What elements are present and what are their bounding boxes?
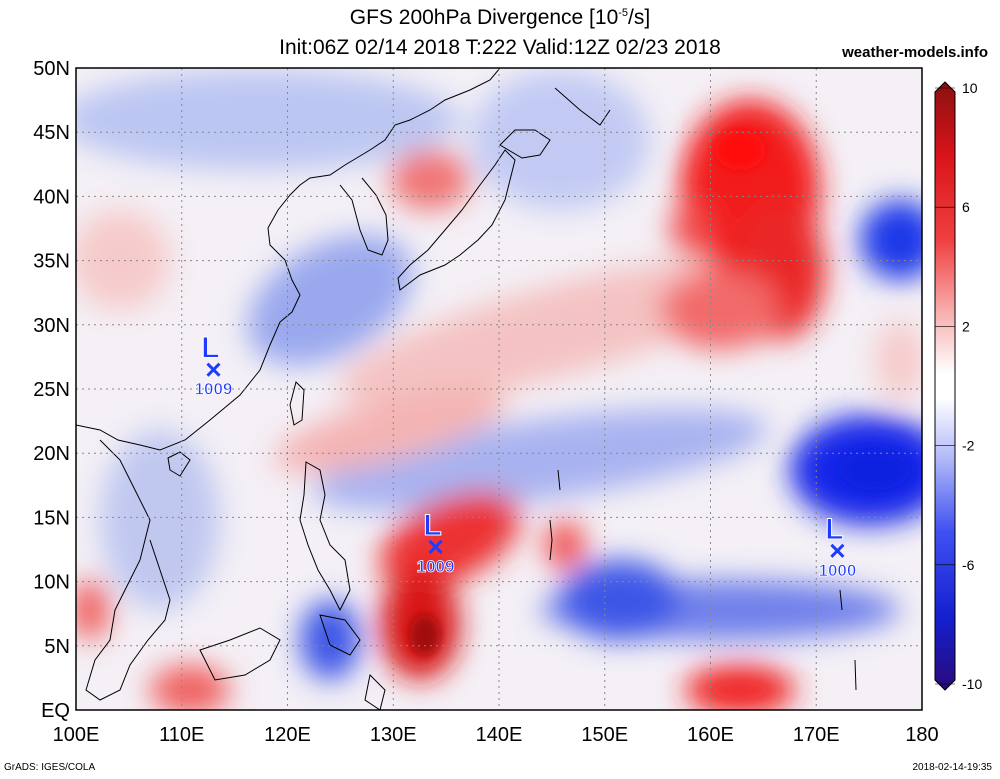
low-pressure-value: 1009 xyxy=(195,380,233,399)
lat-tick-label: EQ xyxy=(41,700,70,722)
title-exponent: -5 xyxy=(618,7,629,19)
lat-tick-label: 45N xyxy=(33,122,70,144)
colorbar: 10 6 2 -2 -6 -10 xyxy=(934,80,982,692)
chart-subtitle: Init:06Z 02/14 2018 T:222 Valid:12Z 02/2… xyxy=(279,36,721,59)
title-suffix: /s] xyxy=(628,6,651,29)
colorbar-labels: 10 6 2 -2 -6 -10 xyxy=(935,80,982,692)
low-symbol: L xyxy=(201,332,219,365)
colorbar-label: -6 xyxy=(962,557,975,573)
lon-tick-label: 140E xyxy=(476,724,523,746)
chart-title: GFS 200hPa Divergence [10-5/s] xyxy=(0,6,1000,30)
lat-tick-label: 30N xyxy=(33,315,70,337)
lon-tick-label: 110E xyxy=(159,724,204,746)
footer-credit: GrADS: IGES/COLA xyxy=(4,762,96,773)
lon-tick-label: 100E xyxy=(53,724,100,746)
lat-tick-label: 20N xyxy=(33,443,70,465)
map-frame xyxy=(75,67,923,711)
colorbar-label: -2 xyxy=(962,438,975,454)
lon-tick-label: 170E xyxy=(793,724,840,746)
low-pressure-value: 1000 xyxy=(818,561,856,580)
lat-tick-label: 5N xyxy=(44,636,70,658)
lat-tick-label: 40N xyxy=(33,186,70,208)
lon-tick-label: 150E xyxy=(581,724,628,746)
low-pressure-markers: L 1009 L 1009 L 1000 xyxy=(194,331,857,580)
lat-tick-label: 50N xyxy=(33,58,70,80)
lon-tick-label: 180 xyxy=(905,724,938,746)
colorbar-bar xyxy=(934,81,956,691)
low-pressure-value: 1009 xyxy=(417,557,455,576)
lat-tick-label: 10N xyxy=(33,572,70,594)
low-symbol: L xyxy=(423,509,441,542)
low-center-x xyxy=(428,539,443,554)
brand-label: weather-models.info xyxy=(842,44,988,61)
footer-timestamp: 2018-02-14-19:35 xyxy=(912,762,992,773)
graticule xyxy=(76,68,922,710)
colorbar-label: 6 xyxy=(962,199,970,215)
colorbar-label: 10 xyxy=(962,80,978,96)
low-marker: L 1009 xyxy=(194,331,233,399)
lat-tick-label: 25N xyxy=(33,379,70,401)
low-marker: L 1009 xyxy=(416,508,455,576)
colorbar-label: -10 xyxy=(962,676,982,692)
axis-tick-labels: 100E 110E 120E 130E 140E 150E 160E 170E 180 EQ 5N 1… xyxy=(33,58,938,746)
low-marker: L 1000 xyxy=(818,512,857,580)
lat-tick-label: 15N xyxy=(33,507,70,529)
coastlines xyxy=(76,68,857,710)
lat-tick-label: 35N xyxy=(33,251,70,273)
lon-tick-label: 120E xyxy=(264,724,311,746)
field-blob xyxy=(76,70,460,170)
low-center-x xyxy=(830,543,845,558)
colorbar-label: 2 xyxy=(962,318,970,334)
low-center-x xyxy=(206,362,221,377)
low-symbol: L xyxy=(825,513,843,546)
lon-tick-label: 130E xyxy=(370,724,417,746)
lon-tick-label: 160E xyxy=(687,724,734,746)
title-prefix: GFS 200hPa Divergence [10 xyxy=(349,6,619,29)
